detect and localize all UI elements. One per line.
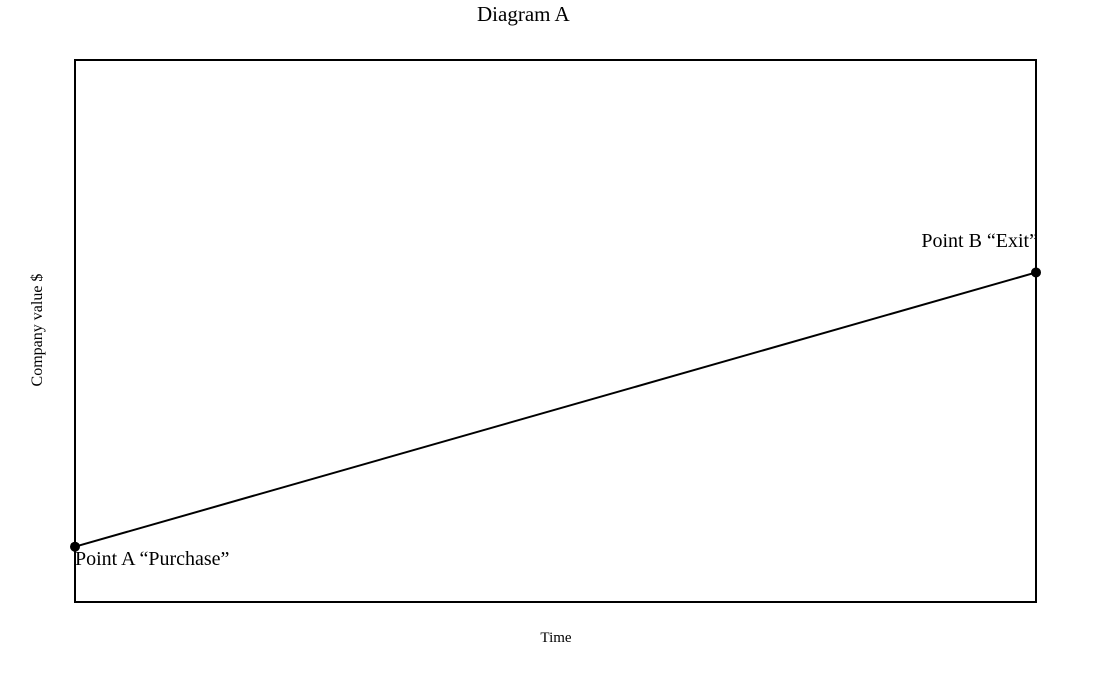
point-b-marker bbox=[1031, 267, 1041, 278]
y-axis-label: Company value $ bbox=[29, 273, 46, 387]
trend-line bbox=[74, 271, 1037, 548]
point-a-marker bbox=[70, 541, 80, 552]
point-b-label: Point B “Exit” bbox=[921, 230, 1038, 252]
diagram-title: Diagram A bbox=[477, 2, 570, 26]
point-a-label: Point A “Purchase” bbox=[75, 548, 230, 570]
plot-border bbox=[74, 59, 1037, 603]
x-axis-label: Time bbox=[540, 630, 572, 646]
